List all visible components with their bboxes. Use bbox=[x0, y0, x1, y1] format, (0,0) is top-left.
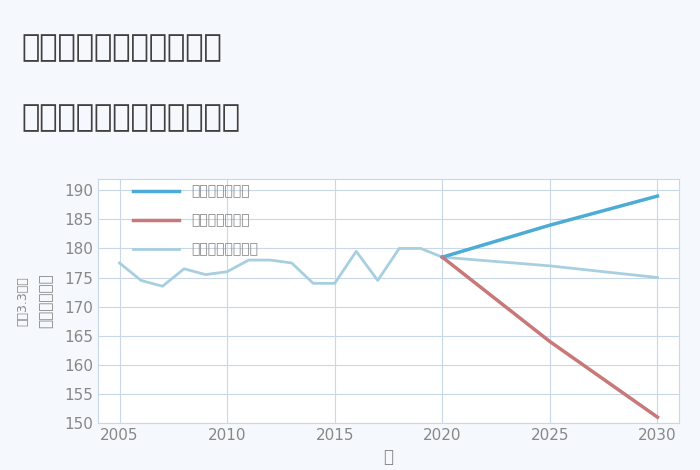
X-axis label: 年: 年 bbox=[384, 448, 393, 466]
Text: ノーマルシナリオ: ノーマルシナリオ bbox=[191, 243, 258, 257]
Text: バッドシナリオ: バッドシナリオ bbox=[191, 213, 250, 227]
Text: 中古マンションの価格推移: 中古マンションの価格推移 bbox=[21, 103, 240, 133]
Text: 神奈川県鎌倉市小袋谷の: 神奈川県鎌倉市小袋谷の bbox=[21, 33, 222, 62]
Text: 単価（万円）: 単価（万円） bbox=[38, 274, 53, 328]
Text: グッドシナリオ: グッドシナリオ bbox=[191, 184, 250, 198]
Text: 坪（3.3㎡）: 坪（3.3㎡） bbox=[16, 276, 29, 326]
